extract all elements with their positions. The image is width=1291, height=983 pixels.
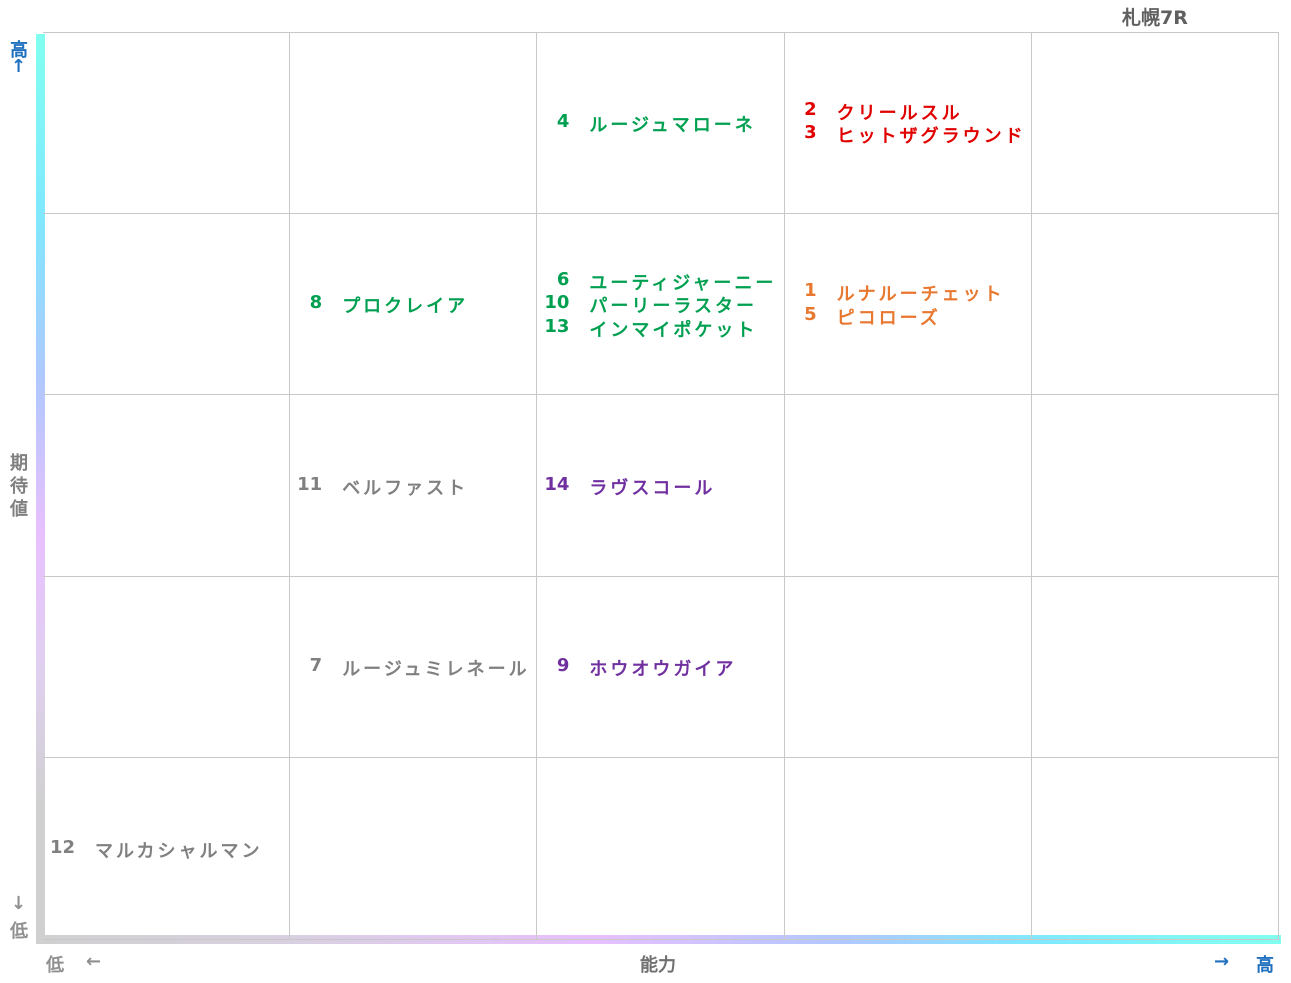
entry: 8 プロクレイア bbox=[290, 292, 536, 318]
cell bbox=[43, 32, 291, 214]
cell bbox=[784, 758, 1032, 940]
horse-number: 5 bbox=[804, 303, 817, 325]
horse-number: 4 bbox=[556, 110, 570, 132]
cell: 11 ベルファスト bbox=[290, 395, 538, 577]
cell bbox=[1031, 395, 1279, 577]
horse-name: ラヴスコール bbox=[589, 477, 716, 499]
horse-number: 13 bbox=[544, 315, 570, 337]
horse-name: プロクレイア bbox=[342, 296, 469, 318]
horse-name: ピコローズ bbox=[836, 307, 941, 329]
cell bbox=[537, 758, 785, 940]
horse-number: 6 bbox=[556, 268, 570, 290]
x-label: 能力 bbox=[640, 955, 676, 976]
cell: 4 ルージュマローネ bbox=[537, 32, 785, 214]
cell bbox=[43, 576, 291, 759]
entry: 11 ベルファスト bbox=[290, 473, 536, 499]
horse-number: 2 bbox=[804, 98, 817, 120]
cell: 2 クリールスル 3 ヒットザグラウンド bbox=[784, 32, 1032, 214]
horse-name: インマイポケット bbox=[589, 319, 758, 341]
horse-number: 14 bbox=[544, 473, 570, 495]
horse-number: 12 bbox=[49, 836, 75, 858]
cell bbox=[1031, 213, 1279, 396]
entry: 6 ユーティジャーニー bbox=[537, 268, 783, 294]
title: 札幌7R bbox=[1122, 7, 1188, 29]
horse-number: 11 bbox=[297, 473, 323, 495]
cell: 7 ルージュミレネール bbox=[290, 576, 538, 759]
entry: 9 ホウオウガイア bbox=[537, 655, 783, 681]
horse-name: クリールスル bbox=[836, 102, 963, 124]
x-high: 高 bbox=[1256, 955, 1274, 976]
y-low: 低 bbox=[10, 921, 28, 942]
horse-name: ルージュマローネ bbox=[589, 114, 756, 136]
cell: 1 ルナルーチェット 5 ピコローズ bbox=[784, 213, 1032, 396]
entry: 4 ルージュマローネ bbox=[537, 110, 783, 136]
horse-number: 8 bbox=[309, 292, 323, 314]
horse-number: 7 bbox=[309, 655, 323, 677]
horse-name: ヒットザグラウンド bbox=[836, 126, 1026, 148]
x-low: 低 bbox=[46, 955, 64, 976]
entry: 3 ヒットザグラウンド bbox=[785, 122, 1031, 148]
entry: 13 インマイポケット bbox=[537, 315, 783, 341]
horse-name: ユーティジャーニー bbox=[589, 272, 777, 294]
x-left-arrow: ← bbox=[86, 951, 102, 972]
cell bbox=[1031, 758, 1279, 940]
horse-number: 9 bbox=[556, 655, 570, 677]
cell bbox=[290, 32, 538, 214]
y-axis-bar bbox=[36, 34, 45, 942]
horse-name: ルナルーチェット bbox=[836, 284, 1005, 306]
entry: 2 クリールスル bbox=[785, 98, 1031, 124]
cell bbox=[43, 213, 291, 396]
horse-number: 1 bbox=[804, 280, 817, 302]
cell: 8 プロクレイア bbox=[290, 213, 538, 396]
y-down-arrow: ↓ bbox=[11, 893, 27, 914]
cell: 9 ホウオウガイア bbox=[537, 576, 785, 759]
cell: 14 ラヴスコール bbox=[537, 395, 785, 577]
entry: 12 マルカシャルマン bbox=[43, 836, 289, 862]
cell bbox=[290, 758, 538, 940]
horse-name: パーリーラスター bbox=[589, 296, 758, 318]
horse-name: ベルファスト bbox=[342, 477, 469, 499]
x-right-arrow: → bbox=[1214, 951, 1230, 972]
cell bbox=[43, 395, 291, 577]
cell bbox=[1031, 32, 1279, 214]
cell: 6 ユーティジャーニー 10 パーリーラスター 13 インマイポケット bbox=[537, 213, 785, 396]
horse-name: マルカシャルマン bbox=[95, 840, 263, 862]
cell bbox=[1031, 576, 1279, 759]
entry: 5 ピコローズ bbox=[785, 303, 1031, 329]
entry: 10 パーリーラスター bbox=[537, 292, 783, 318]
y-label: 期待値 bbox=[10, 453, 28, 520]
horse-number: 10 bbox=[544, 292, 570, 314]
cell bbox=[784, 576, 1032, 759]
cell: 12 マルカシャルマン bbox=[43, 758, 291, 940]
y-high: 高 bbox=[10, 40, 28, 61]
horse-name: ホウオウガイア bbox=[589, 659, 737, 681]
entry: 7 ルージュミレネール bbox=[290, 655, 536, 681]
horse-name: ルージュミレネール bbox=[342, 659, 530, 681]
grid: 4 ルージュマローネ 2 クリールスル 3 ヒットザグラウンド 8 プロクレイア 6 ユーティジャ… bbox=[43, 32, 1279, 940]
entry: 1 ルナルーチェット bbox=[785, 280, 1031, 306]
y-up-arrow: ↑ bbox=[11, 56, 27, 77]
entry: 14 ラヴスコール bbox=[537, 473, 783, 499]
horse-number: 3 bbox=[804, 122, 817, 144]
cell bbox=[784, 395, 1032, 577]
